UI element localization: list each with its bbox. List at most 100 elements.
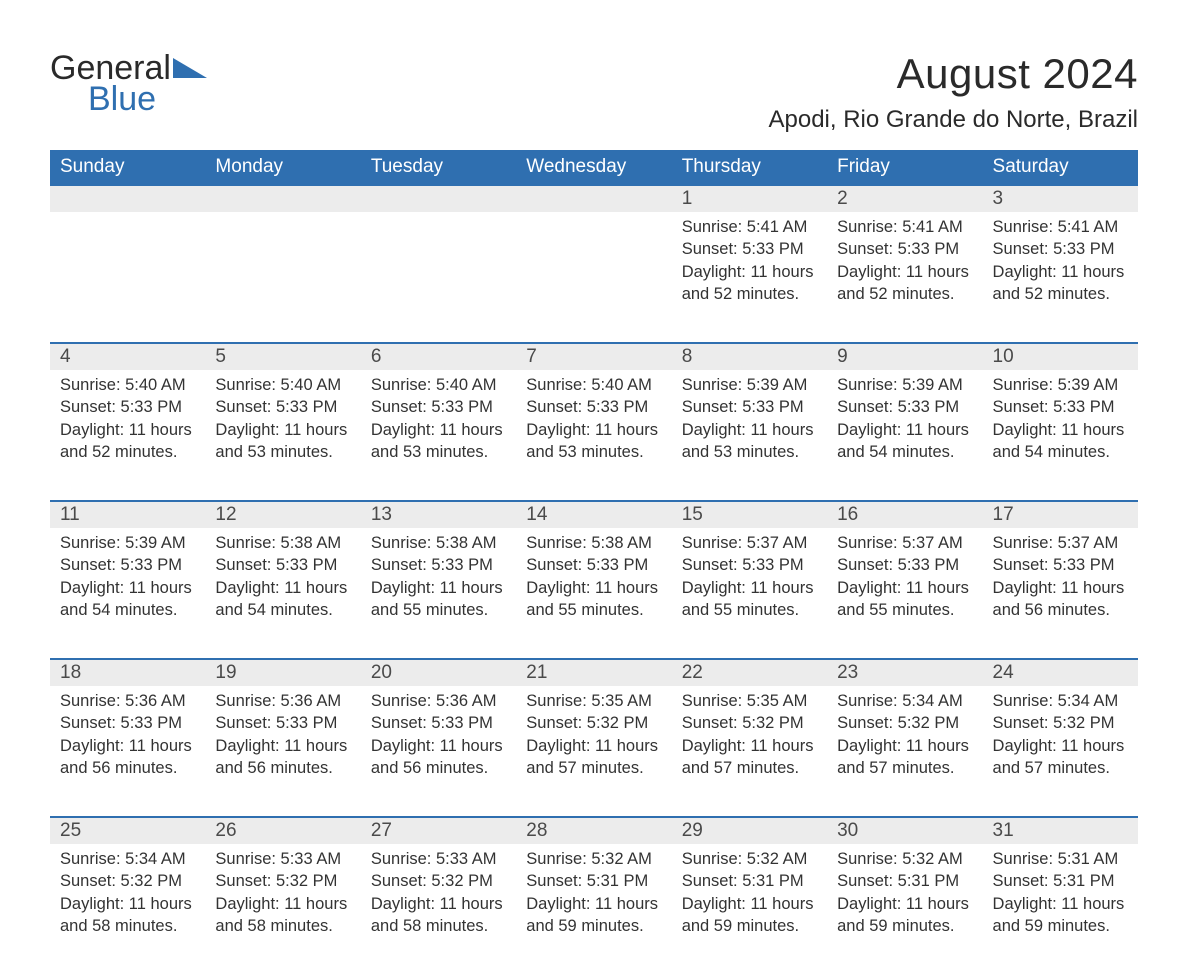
day-data: Sunrise: 5:39 AMSunset: 5:33 PMDaylight:… <box>672 370 827 477</box>
day-data-cell: Sunrise: 5:39 AMSunset: 5:33 PMDaylight:… <box>983 370 1138 500</box>
day-number: 16 <box>827 500 982 528</box>
daylight-text: Daylight: 11 hours and 55 minutes. <box>526 577 661 622</box>
sunset-text: Sunset: 5:33 PM <box>215 554 350 576</box>
day-number: 17 <box>983 500 1138 528</box>
day-number: 13 <box>361 500 516 528</box>
day-data-cell: Sunrise: 5:32 AMSunset: 5:31 PMDaylight:… <box>516 844 671 974</box>
sunset-text: Sunset: 5:33 PM <box>371 396 506 418</box>
day-data <box>516 212 671 230</box>
day-number: 14 <box>516 500 671 528</box>
daylight-text: Daylight: 11 hours and 58 minutes. <box>60 893 195 938</box>
day-number-cell: 10 <box>983 342 1138 370</box>
calendar-table: Sunday Monday Tuesday Wednesday Thursday… <box>50 150 1138 974</box>
day-data: Sunrise: 5:35 AMSunset: 5:32 PMDaylight:… <box>516 686 671 793</box>
day-data-cell <box>361 212 516 342</box>
sunset-text: Sunset: 5:33 PM <box>682 554 817 576</box>
daylight-text: Daylight: 11 hours and 59 minutes. <box>837 893 972 938</box>
day-number: 3 <box>983 184 1138 212</box>
sunset-text: Sunset: 5:33 PM <box>837 396 972 418</box>
day-data-cell: Sunrise: 5:39 AMSunset: 5:33 PMDaylight:… <box>827 370 982 500</box>
day-data-cell: Sunrise: 5:31 AMSunset: 5:31 PMDaylight:… <box>983 844 1138 974</box>
day-number-cell: 7 <box>516 342 671 370</box>
day-data: Sunrise: 5:34 AMSunset: 5:32 PMDaylight:… <box>983 686 1138 793</box>
day-number-cell: 31 <box>983 816 1138 844</box>
day-number-cell: 18 <box>50 658 205 686</box>
day-number: 6 <box>361 342 516 370</box>
daylight-text: Daylight: 11 hours and 52 minutes. <box>60 419 195 464</box>
day-number: 10 <box>983 342 1138 370</box>
day-data: Sunrise: 5:31 AMSunset: 5:31 PMDaylight:… <box>983 844 1138 951</box>
sunset-text: Sunset: 5:33 PM <box>60 396 195 418</box>
day-data: Sunrise: 5:35 AMSunset: 5:32 PMDaylight:… <box>672 686 827 793</box>
daylight-text: Daylight: 11 hours and 54 minutes. <box>215 577 350 622</box>
day-data-cell: Sunrise: 5:41 AMSunset: 5:33 PMDaylight:… <box>827 212 982 342</box>
day-header: Friday <box>827 150 982 184</box>
daylight-text: Daylight: 11 hours and 56 minutes. <box>60 735 195 780</box>
day-data-cell: Sunrise: 5:35 AMSunset: 5:32 PMDaylight:… <box>672 686 827 816</box>
week-data-row: Sunrise: 5:36 AMSunset: 5:33 PMDaylight:… <box>50 686 1138 816</box>
day-number-cell: 27 <box>361 816 516 844</box>
sunset-text: Sunset: 5:33 PM <box>215 712 350 734</box>
daylight-text: Daylight: 11 hours and 56 minutes. <box>215 735 350 780</box>
sunset-text: Sunset: 5:32 PM <box>682 712 817 734</box>
day-number-cell: 2 <box>827 184 982 212</box>
daylight-text: Daylight: 11 hours and 55 minutes. <box>371 577 506 622</box>
day-number: 31 <box>983 816 1138 844</box>
week-data-row: Sunrise: 5:40 AMSunset: 5:33 PMDaylight:… <box>50 370 1138 500</box>
sunset-text: Sunset: 5:33 PM <box>993 554 1128 576</box>
day-data-cell: Sunrise: 5:32 AMSunset: 5:31 PMDaylight:… <box>672 844 827 974</box>
sunrise-text: Sunrise: 5:36 AM <box>371 690 506 712</box>
day-number <box>50 184 205 212</box>
day-data: Sunrise: 5:39 AMSunset: 5:33 PMDaylight:… <box>827 370 982 477</box>
sunrise-text: Sunrise: 5:37 AM <box>682 532 817 554</box>
sunrise-text: Sunrise: 5:39 AM <box>682 374 817 396</box>
day-data <box>361 212 516 230</box>
day-data-cell: Sunrise: 5:37 AMSunset: 5:33 PMDaylight:… <box>672 528 827 658</box>
day-number-cell: 4 <box>50 342 205 370</box>
sunrise-text: Sunrise: 5:35 AM <box>526 690 661 712</box>
sunset-text: Sunset: 5:33 PM <box>371 554 506 576</box>
day-data-cell: Sunrise: 5:37 AMSunset: 5:33 PMDaylight:… <box>983 528 1138 658</box>
day-number-cell: 23 <box>827 658 982 686</box>
day-number: 27 <box>361 816 516 844</box>
sunrise-text: Sunrise: 5:38 AM <box>215 532 350 554</box>
day-data-cell: Sunrise: 5:41 AMSunset: 5:33 PMDaylight:… <box>672 212 827 342</box>
day-data: Sunrise: 5:36 AMSunset: 5:33 PMDaylight:… <box>205 686 360 793</box>
day-data: Sunrise: 5:33 AMSunset: 5:32 PMDaylight:… <box>205 844 360 951</box>
calendar-body: 123Sunrise: 5:41 AMSunset: 5:33 PMDaylig… <box>50 184 1138 974</box>
sunrise-text: Sunrise: 5:34 AM <box>837 690 972 712</box>
day-number-cell: 6 <box>361 342 516 370</box>
day-number-cell: 30 <box>827 816 982 844</box>
week-daynum-row: 11121314151617 <box>50 500 1138 528</box>
day-number: 20 <box>361 658 516 686</box>
day-data-cell: Sunrise: 5:38 AMSunset: 5:33 PMDaylight:… <box>361 528 516 658</box>
header: General Blue August 2024 Apodi, Rio Gran… <box>50 50 1138 134</box>
day-data: Sunrise: 5:40 AMSunset: 5:33 PMDaylight:… <box>361 370 516 477</box>
week-data-row: Sunrise: 5:34 AMSunset: 5:32 PMDaylight:… <box>50 844 1138 974</box>
sunrise-text: Sunrise: 5:35 AM <box>682 690 817 712</box>
daylight-text: Daylight: 11 hours and 54 minutes. <box>837 419 972 464</box>
day-number <box>516 184 671 212</box>
day-number-cell: 11 <box>50 500 205 528</box>
daylight-text: Daylight: 11 hours and 59 minutes. <box>993 893 1128 938</box>
day-number-cell: 16 <box>827 500 982 528</box>
sunrise-text: Sunrise: 5:39 AM <box>837 374 972 396</box>
day-number: 8 <box>672 342 827 370</box>
sunrise-text: Sunrise: 5:40 AM <box>215 374 350 396</box>
day-data: Sunrise: 5:39 AMSunset: 5:33 PMDaylight:… <box>50 528 205 635</box>
day-header: Sunday <box>50 150 205 184</box>
sunset-text: Sunset: 5:33 PM <box>837 554 972 576</box>
day-data-cell: Sunrise: 5:40 AMSunset: 5:33 PMDaylight:… <box>205 370 360 500</box>
daylight-text: Daylight: 11 hours and 53 minutes. <box>371 419 506 464</box>
week-daynum-row: 45678910 <box>50 342 1138 370</box>
day-data-cell: Sunrise: 5:39 AMSunset: 5:33 PMDaylight:… <box>50 528 205 658</box>
logo: General Blue <box>50 50 207 116</box>
day-data-cell: Sunrise: 5:37 AMSunset: 5:33 PMDaylight:… <box>827 528 982 658</box>
week-daynum-row: 18192021222324 <box>50 658 1138 686</box>
day-data-cell: Sunrise: 5:40 AMSunset: 5:33 PMDaylight:… <box>516 370 671 500</box>
daylight-text: Daylight: 11 hours and 57 minutes. <box>526 735 661 780</box>
day-number <box>361 184 516 212</box>
week-data-row: Sunrise: 5:39 AMSunset: 5:33 PMDaylight:… <box>50 528 1138 658</box>
sunset-text: Sunset: 5:33 PM <box>682 238 817 260</box>
day-number: 12 <box>205 500 360 528</box>
